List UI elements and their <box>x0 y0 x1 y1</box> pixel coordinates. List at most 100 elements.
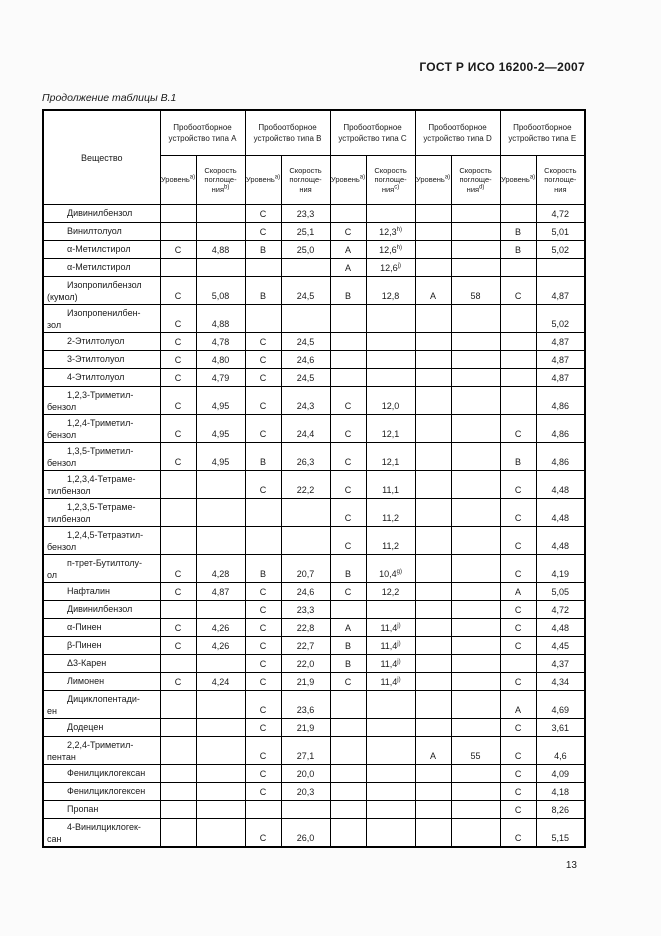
rate-cell: 12,8 <box>365 276 416 305</box>
level-cell <box>244 800 282 819</box>
rate-cell <box>365 204 416 223</box>
level-cell <box>159 258 197 277</box>
rate-cell: 8,26 <box>535 800 586 819</box>
substance-name: Винилтолуол <box>42 222 161 241</box>
substance-name: 3-Этилтолуол <box>42 350 161 369</box>
level-cell <box>329 350 367 369</box>
level-cell: C <box>244 582 282 601</box>
rate-cell <box>195 498 246 527</box>
rate-cell: 4,95 <box>195 414 246 443</box>
rate-cell <box>450 368 501 387</box>
table-body: Дивинилбензол C 23,3 4,72 Винилтолуол C 25,1 C 1… <box>42 204 586 848</box>
footnote-marker: а) <box>274 174 281 181</box>
level-cell: C <box>499 414 537 443</box>
rate-cell <box>195 690 246 719</box>
level-cell: C <box>329 414 367 443</box>
level-cell <box>159 204 197 223</box>
level-cell: C <box>499 672 537 691</box>
rate-cell <box>450 350 501 369</box>
rate-cell <box>365 690 416 719</box>
level-cell: A <box>414 276 452 305</box>
level-cell: B <box>329 554 367 583</box>
level-cell: C <box>244 332 282 351</box>
rate-cell <box>195 800 246 819</box>
level-cell <box>414 222 452 241</box>
rate-cell: 12,0 <box>365 386 416 415</box>
table-caption: Продолжение таблицы В.1 <box>42 92 177 104</box>
rate-cell <box>365 764 416 783</box>
level-cell <box>414 636 452 655</box>
rate-cell <box>195 470 246 499</box>
rate-cell <box>450 764 501 783</box>
level-cell <box>159 654 197 673</box>
level-cell <box>159 800 197 819</box>
table-row: Дициклопентади- ен C 23,6 A 4,69 <box>42 690 586 719</box>
substance-name: 1,2,3,4-Тетраме- тилбензол <box>42 470 161 499</box>
footnote-marker: h) <box>396 227 402 233</box>
level-cell: C <box>244 386 282 415</box>
substance-name: п-трет-Бутилтолу- ол <box>42 554 161 583</box>
level-cell: C <box>329 582 367 601</box>
col-group-header-type-D: Пробоотборное устройство типа D <box>414 109 501 156</box>
level-cell: A <box>414 736 452 765</box>
table-row: Додецен C 21,9 C 3,61 <box>42 718 586 737</box>
level-cell: C <box>499 618 537 637</box>
table-row: 1,3,5-Триметил- бензол C 4,95 B 26,3 C 12,1 B 4,… <box>42 442 586 471</box>
rate-cell <box>535 258 586 277</box>
rate-cell: 4,45 <box>535 636 586 655</box>
level-cell <box>329 304 367 333</box>
substance-name: Δ3-Карен <box>42 654 161 673</box>
rate-cell: 11,4j) <box>365 672 416 691</box>
table-row: Фенилциклогексан C 20,0 C 4,09 <box>42 764 586 783</box>
rate-cell: 5,15 <box>535 818 586 848</box>
rate-cell: 22,2 <box>280 470 331 499</box>
footnote-marker: d) <box>479 184 485 191</box>
level-cell: B <box>244 240 282 259</box>
level-cell <box>329 782 367 801</box>
rate-cell <box>450 304 501 333</box>
level-cell <box>414 600 452 619</box>
table-row: 1,2,4,5-Тетраэтил- бензол C 11,2 C 4,48 <box>42 526 586 555</box>
level-cell: C <box>159 636 197 655</box>
rate-cell <box>195 736 246 765</box>
table-row: Фенилциклогексен C 20,3 C 4,18 <box>42 782 586 801</box>
level-cell: C <box>244 414 282 443</box>
rate-cell <box>365 368 416 387</box>
rate-cell: 4,95 <box>195 442 246 471</box>
rate-cell: 24,6 <box>280 582 331 601</box>
level-cell <box>159 690 197 719</box>
footnote-marker: g) <box>396 569 402 575</box>
substance-name: Изопропилбензол (кумол) <box>42 276 161 305</box>
level-cell: C <box>244 618 282 637</box>
table-row: 2,2,4-Триметил- пентан C 27,1 A 55 C 4,6 <box>42 736 586 765</box>
level-cell <box>329 600 367 619</box>
rate-cell <box>280 800 331 819</box>
col-header-level-A: Уровеньа) <box>159 155 197 205</box>
rate-cell: 5,08 <box>195 276 246 305</box>
level-cell <box>159 782 197 801</box>
substance-name: Додецен <box>42 718 161 737</box>
rate-cell: 4,87 <box>535 276 586 305</box>
rate-cell <box>365 718 416 737</box>
level-cell <box>159 498 197 527</box>
rate-cell <box>450 498 501 527</box>
level-cell: A <box>329 240 367 259</box>
table-row: α-Пинен C 4,26 C 22,8 A 11,4j) C 4,48 <box>42 618 586 637</box>
rate-cell <box>450 222 501 241</box>
rate-cell: 20,7 <box>280 554 331 583</box>
substance-name: Лимонен <box>42 672 161 691</box>
level-cell: C <box>329 442 367 471</box>
level-cell <box>414 654 452 673</box>
rate-cell <box>280 258 331 277</box>
footnote-marker: а) <box>529 174 536 181</box>
level-cell: C <box>329 222 367 241</box>
level-cell: B <box>244 442 282 471</box>
table-row: Лимонен C 4,24 C 21,9 C 11,4j) C 4,34 <box>42 672 586 691</box>
rate-cell: 4,24 <box>195 672 246 691</box>
rate-cell: 4,48 <box>535 526 586 555</box>
level-cell <box>414 818 452 848</box>
level-cell: C <box>159 276 197 305</box>
rate-cell: 4,86 <box>535 442 586 471</box>
rate-cell: 24,6 <box>280 350 331 369</box>
